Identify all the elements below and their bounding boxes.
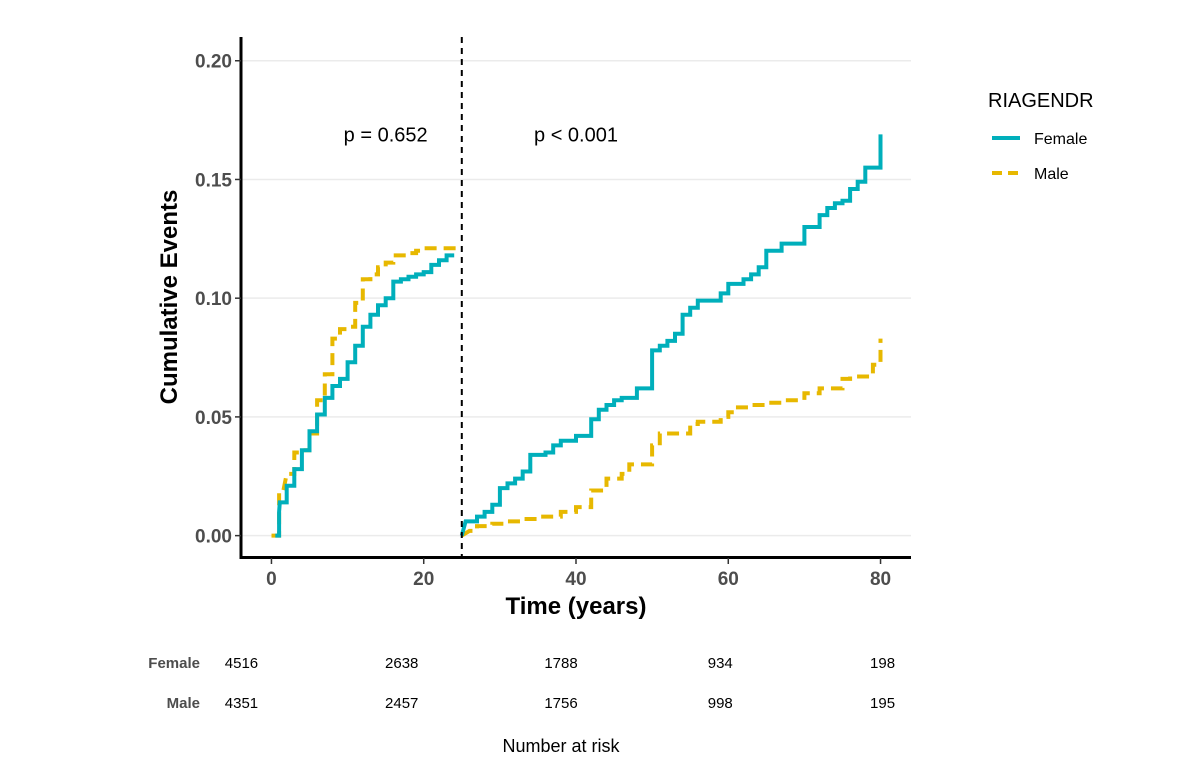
risk-value-male: 998 [708, 695, 733, 712]
risk-value-male: 2457 [385, 695, 418, 712]
p-value-annotation: p < 0.001 [534, 124, 618, 146]
risk-value-female: 4516 [225, 655, 258, 672]
annotations: p = 0.652 p < 0.001 [344, 124, 618, 146]
legend: RIAGENDR Female Male [988, 90, 1094, 183]
x-tick-label: 20 [413, 569, 434, 590]
risk-value-male: 4351 [225, 695, 258, 712]
series-line-male [460, 338, 883, 538]
risk-strata-female: Female [148, 655, 200, 672]
risk-table-title: Number at risk [502, 736, 620, 756]
series-line-male [271, 246, 458, 538]
risk-value-female: 1788 [544, 655, 577, 672]
risk-value-female: 198 [870, 655, 895, 672]
y-ticks: 0.00 0.05 0.10 0.15 0.20 [195, 52, 241, 548]
x-axis-title: Time (years) [506, 593, 647, 620]
y-tick-label: 0.05 [195, 408, 232, 429]
risk-value-female: 2638 [385, 655, 418, 672]
risk-values: 4516 2638 1788 934 198 4351 2457 1756 998 195 [225, 655, 895, 712]
plot-lines [271, 37, 883, 557]
risk-value-male: 195 [870, 695, 895, 712]
legend-title: RIAGENDR [988, 90, 1094, 112]
gridlines [241, 59, 911, 537]
legend-label-female: Female [1034, 131, 1087, 148]
risk-strata-male: Male [167, 695, 200, 712]
x-tick-label: 40 [565, 569, 586, 590]
x-ticks: 0 20 40 60 80 [266, 558, 891, 590]
legend-label-male: Male [1034, 166, 1069, 183]
x-tick-label: 0 [266, 569, 277, 590]
risk-value-female: 934 [708, 655, 733, 672]
risk-value-male: 1756 [544, 695, 577, 712]
y-tick-label: 0.10 [195, 289, 232, 310]
y-axis-title: Cumulative Events [156, 190, 183, 405]
x-tick-label: 80 [870, 569, 891, 590]
series-line-female [275, 253, 455, 538]
series-line-female [459, 134, 883, 537]
risk-table: Female Male 4516 2638 1788 934 198 4351 2457 17… [148, 655, 895, 756]
x-tick-label: 60 [718, 569, 739, 590]
y-tick-label: 0.15 [195, 170, 232, 191]
p-value-annotation: p = 0.652 [344, 124, 428, 146]
y-tick-label: 0.20 [195, 52, 232, 73]
y-tick-label: 0.00 [195, 527, 232, 548]
